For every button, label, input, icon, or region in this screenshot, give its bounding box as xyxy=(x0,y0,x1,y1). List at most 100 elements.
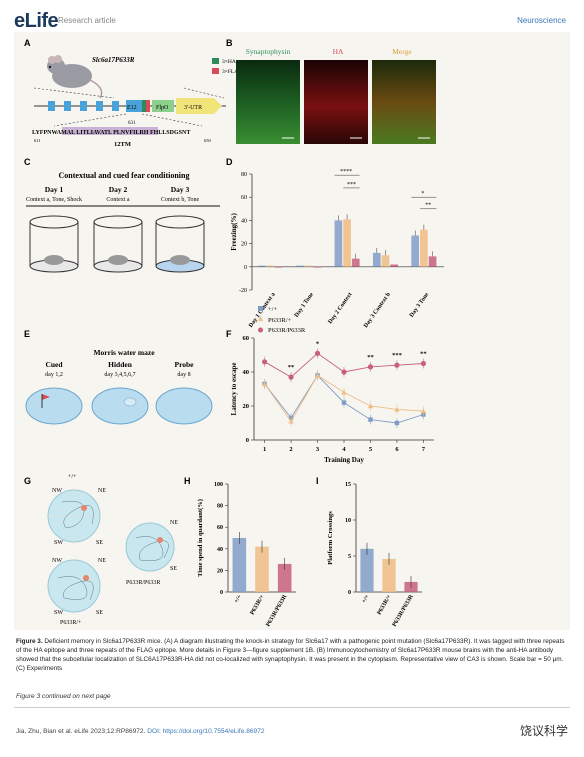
i-category-label: P633R/+ xyxy=(376,594,393,617)
legend-wt: +/+ xyxy=(268,306,277,313)
d-bar xyxy=(428,256,437,267)
f-point xyxy=(314,350,321,356)
panel-c-label: C xyxy=(24,157,31,167)
quad-sw-1: SW xyxy=(54,540,63,546)
f-ytick-label: 0 xyxy=(246,437,249,444)
quad-se-2: SE xyxy=(96,610,103,616)
cued-label: Cued xyxy=(45,360,63,369)
d-bar xyxy=(275,266,283,268)
h-ytick-label: 60 xyxy=(217,525,223,531)
platform-crossings-chart: 0 5 10 15 Platform Crossings +/+ P633R/+P633R/… xyxy=(327,482,422,628)
d-category-label: Day 3 Tone xyxy=(409,291,431,318)
pos-650: 650 xyxy=(204,138,212,143)
f-point xyxy=(314,372,321,378)
synaptophysin-title: Synaptophysin xyxy=(246,47,291,56)
section-link[interactable]: Neuroscience xyxy=(517,16,566,25)
f-point xyxy=(261,381,268,387)
f-xtick-label: 2 xyxy=(289,446,292,453)
flpo-label: FlpO xyxy=(156,105,169,111)
mouse-name: Slc6a17P633R xyxy=(92,56,135,64)
h-ytick-label: 0 xyxy=(220,590,223,596)
panel-a-label: A xyxy=(24,38,31,48)
f-sig-mark: ** xyxy=(420,351,427,358)
f-ytick-label: 40 xyxy=(243,369,250,376)
pos-611: 611 xyxy=(34,138,41,143)
probe-trace-het xyxy=(47,559,101,613)
f-point xyxy=(420,360,427,367)
d-bar xyxy=(343,219,351,267)
day2-desc: Context a xyxy=(106,197,129,203)
d-ytick-label: 80 xyxy=(241,172,247,178)
legend-wt-marker xyxy=(258,306,263,311)
doi-link[interactable]: DOI: https://doi.org/10.7554/eLife.86972 xyxy=(147,728,265,735)
i-category-label: +/+ xyxy=(361,594,371,605)
d-ytick-label: -20 xyxy=(239,288,247,294)
day3-label: Day 3 xyxy=(171,185,190,194)
d-bar xyxy=(257,265,266,267)
f-point xyxy=(367,403,374,409)
f-point xyxy=(288,418,294,424)
panel-h-label: H xyxy=(184,476,191,486)
f-point xyxy=(394,420,400,426)
h-ylabel: Time spend in quardant(%) xyxy=(197,499,204,577)
f-point xyxy=(261,359,268,365)
d-sig-mark: * xyxy=(421,191,424,197)
pool-hidden xyxy=(91,387,149,425)
h-category-label: P633R/P633R xyxy=(265,593,288,627)
f-point xyxy=(288,374,294,380)
h-ytick-label: 80 xyxy=(217,504,223,510)
f-xtick-label: 5 xyxy=(369,446,373,453)
i-category-label: P633R/P633R xyxy=(392,593,415,627)
f-xtick-label: 7 xyxy=(422,446,426,453)
continued-note: Figure 3 continued on next page xyxy=(16,693,111,700)
i-bar xyxy=(382,558,396,592)
ha-legend-label: 3×HA xyxy=(222,59,236,65)
cued-days: day 1,2 xyxy=(45,372,63,378)
h-ytick-label: 40 xyxy=(217,547,223,553)
f-point xyxy=(341,389,347,395)
quadrant-time-chart: 0 20 40 60 80 100 Time spend in quardant(%) +/+… xyxy=(197,482,296,628)
ha-image xyxy=(304,60,368,144)
h-bar xyxy=(277,563,292,592)
chamber-1 xyxy=(29,215,79,273)
flag-legend-swatch xyxy=(212,68,219,74)
h-category-label: P633R/+ xyxy=(249,594,266,617)
exon-e12-label: E12 xyxy=(127,105,137,111)
d-bar xyxy=(313,266,322,268)
synaptophysin-image xyxy=(236,60,300,144)
footer-divider xyxy=(14,707,570,708)
i-ytick-label: 10 xyxy=(345,518,351,524)
d-ytick-label: 60 xyxy=(241,195,247,201)
flpo-box xyxy=(152,100,174,112)
f-point xyxy=(341,400,347,405)
citation: Jia, Zhu, Bian et al. eLife 2023;12:RP86… xyxy=(16,728,146,735)
latency-chart: 0 20 40 60 1 2 3 4 5 6 7 Training Day Latency to esc… xyxy=(230,335,434,464)
quad-se-1: SE xyxy=(96,540,103,546)
merge-image xyxy=(372,60,436,144)
h-category-label: +/+ xyxy=(234,594,244,605)
exon-e12 xyxy=(126,100,142,112)
f-xtick-label: 4 xyxy=(342,446,346,453)
mwm-title: Morris water maze xyxy=(93,348,155,357)
utr-label: 3'-UTR xyxy=(184,105,202,111)
utr-box xyxy=(176,98,222,114)
f-xlabel: Training Day xyxy=(324,456,364,464)
f-xtick-label: 6 xyxy=(395,446,399,453)
i-ytick-label: 5 xyxy=(348,554,351,560)
d-ytick-label: 40 xyxy=(241,218,247,224)
d-bar xyxy=(411,235,420,267)
d-sig-mark: ** xyxy=(425,203,431,209)
legend-hom-marker xyxy=(258,327,263,333)
quad-nw-2: NW xyxy=(52,558,62,564)
d-sig-mark: *** xyxy=(347,182,356,188)
day3-desc: Context b, Tone xyxy=(161,197,200,203)
probe-trace-hom xyxy=(125,522,175,572)
f-sig-mark: ** xyxy=(367,354,374,361)
mouse-icon xyxy=(47,55,103,99)
label-het: P633R/+ xyxy=(60,620,82,626)
d-ytick-label: 20 xyxy=(241,242,247,248)
panel-i-label: I xyxy=(316,476,319,486)
day1-desc: Context a, Tone, Shock xyxy=(26,197,82,203)
h-ytick-label: 20 xyxy=(217,568,223,574)
